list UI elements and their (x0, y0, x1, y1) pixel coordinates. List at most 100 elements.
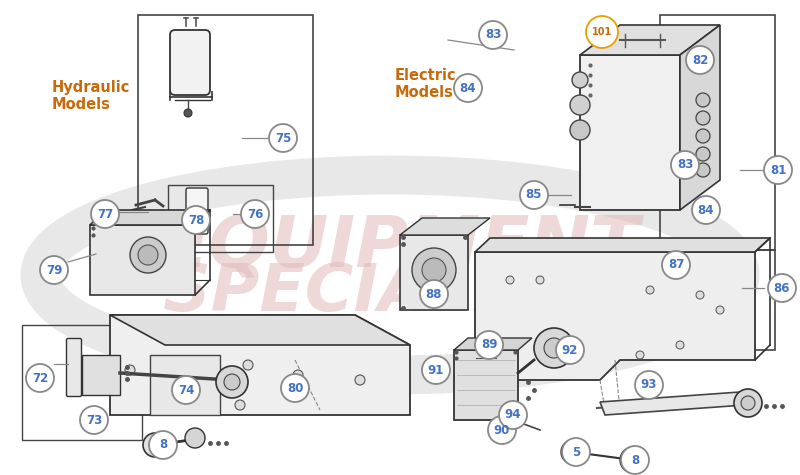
Text: 79: 79 (46, 264, 62, 276)
Circle shape (80, 406, 108, 434)
Circle shape (764, 156, 792, 184)
Polygon shape (90, 210, 210, 225)
Circle shape (621, 446, 649, 474)
Text: Hydraulic
Models: Hydraulic Models (52, 80, 130, 113)
Text: 88: 88 (426, 287, 442, 301)
Text: 83: 83 (485, 28, 501, 41)
Circle shape (40, 256, 68, 284)
Polygon shape (150, 355, 220, 415)
Circle shape (570, 120, 590, 140)
Circle shape (216, 366, 248, 398)
Text: 84: 84 (698, 203, 714, 217)
Text: 93: 93 (641, 379, 657, 391)
Circle shape (91, 200, 119, 228)
FancyBboxPatch shape (170, 30, 210, 95)
Circle shape (534, 328, 574, 368)
Circle shape (536, 276, 544, 284)
Circle shape (520, 181, 548, 209)
Text: 74: 74 (178, 383, 194, 397)
Circle shape (355, 375, 365, 385)
Text: 82: 82 (692, 54, 708, 67)
Circle shape (130, 237, 166, 273)
Polygon shape (600, 392, 745, 415)
Circle shape (269, 124, 297, 152)
Circle shape (243, 360, 253, 370)
Text: 73: 73 (86, 414, 102, 427)
Text: 90: 90 (494, 424, 510, 437)
Circle shape (716, 306, 724, 314)
Text: 76: 76 (247, 208, 263, 220)
Text: 85: 85 (526, 189, 542, 201)
FancyBboxPatch shape (186, 188, 208, 234)
Circle shape (572, 72, 588, 88)
Polygon shape (90, 225, 195, 295)
Circle shape (26, 364, 54, 392)
Bar (22, 325, 142, 440)
Text: 83: 83 (677, 159, 693, 171)
Circle shape (696, 163, 710, 177)
Circle shape (544, 338, 564, 358)
Circle shape (125, 365, 135, 375)
Circle shape (185, 428, 205, 448)
Circle shape (235, 400, 245, 410)
Circle shape (586, 16, 618, 48)
Circle shape (676, 341, 684, 349)
Polygon shape (475, 238, 770, 252)
Circle shape (692, 196, 720, 224)
Circle shape (454, 74, 482, 102)
Text: SPECIALISTS: SPECIALISTS (163, 261, 637, 325)
Polygon shape (680, 25, 720, 210)
Circle shape (499, 401, 527, 429)
Circle shape (422, 356, 450, 384)
Circle shape (241, 200, 269, 228)
Text: 101: 101 (592, 27, 612, 37)
Circle shape (620, 447, 646, 473)
Circle shape (696, 93, 710, 107)
Circle shape (734, 389, 762, 417)
FancyBboxPatch shape (66, 339, 82, 397)
Text: 5: 5 (572, 446, 580, 458)
Circle shape (696, 129, 710, 143)
Text: 80: 80 (287, 381, 303, 395)
Text: Electric
Models: Electric Models (395, 68, 457, 100)
Bar (168, 185, 273, 252)
Circle shape (138, 245, 158, 265)
Circle shape (696, 111, 710, 125)
Text: 92: 92 (562, 343, 578, 357)
Circle shape (149, 431, 177, 459)
Circle shape (635, 371, 663, 399)
Bar (138, 15, 313, 245)
Circle shape (768, 274, 796, 302)
Circle shape (686, 46, 714, 74)
Circle shape (143, 433, 167, 457)
Text: 77: 77 (97, 208, 113, 220)
Circle shape (662, 251, 690, 279)
Circle shape (281, 374, 309, 402)
Circle shape (475, 331, 503, 359)
Circle shape (293, 370, 303, 380)
Circle shape (696, 147, 710, 161)
Text: EQUIPMENT: EQUIPMENT (160, 212, 640, 282)
Polygon shape (110, 315, 410, 415)
Text: 86: 86 (774, 282, 790, 294)
Circle shape (646, 286, 654, 294)
Text: 8: 8 (159, 438, 167, 452)
Circle shape (172, 376, 200, 404)
Circle shape (556, 336, 584, 364)
Circle shape (182, 206, 210, 234)
Text: 81: 81 (770, 163, 786, 177)
Circle shape (184, 109, 192, 117)
Text: 87: 87 (668, 258, 684, 272)
Circle shape (412, 248, 456, 292)
Circle shape (561, 440, 585, 464)
Circle shape (741, 396, 755, 410)
Text: 75: 75 (275, 132, 291, 144)
Circle shape (422, 258, 446, 282)
Circle shape (570, 95, 590, 115)
Text: 84: 84 (460, 82, 476, 95)
Polygon shape (400, 218, 490, 235)
Polygon shape (580, 55, 680, 210)
Text: 8: 8 (631, 454, 639, 466)
Circle shape (479, 21, 507, 49)
Circle shape (488, 416, 516, 444)
